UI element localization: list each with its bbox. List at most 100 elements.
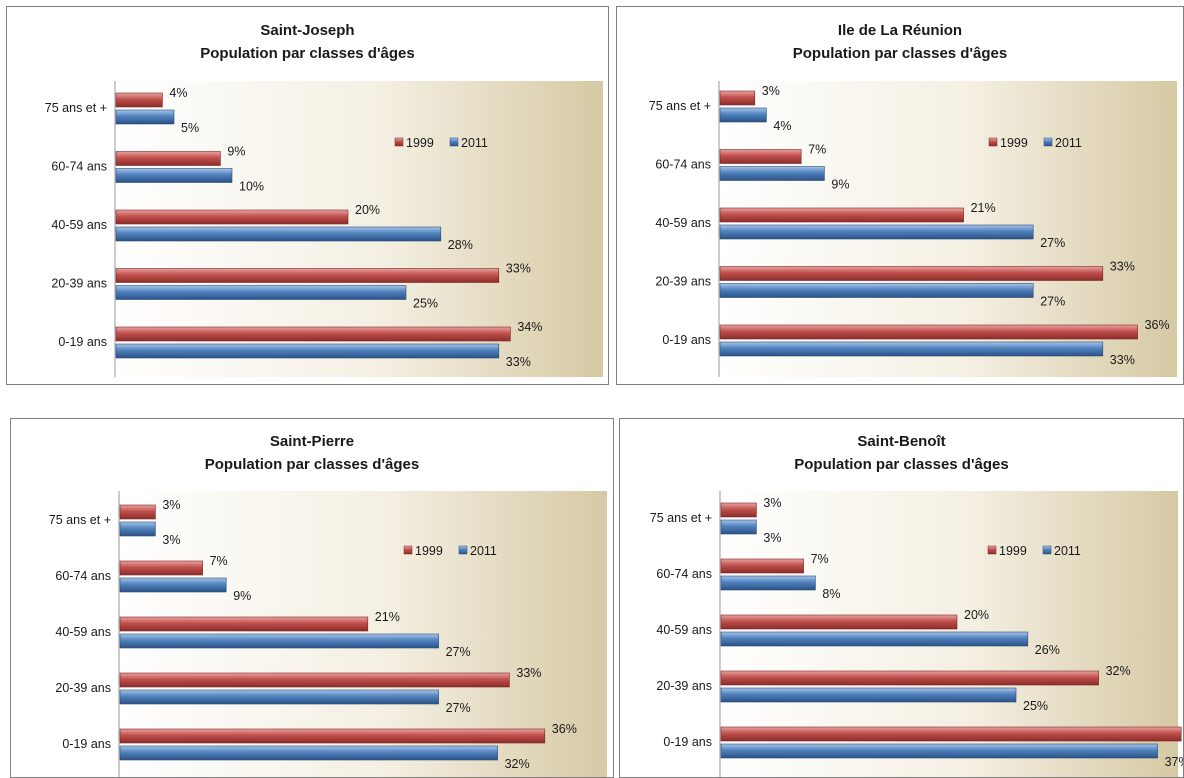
- value-label-1999-60-74-ans: 7%: [811, 552, 829, 566]
- category-label-75-ans-et: 75 ans et +: [49, 513, 111, 527]
- chart-panel-saint-joseph: Saint-Joseph Population par classes d'âge…: [6, 6, 609, 385]
- bar-2011-0-19-ans: [719, 341, 1104, 357]
- value-label-1999-75-ans-et: 3%: [763, 496, 781, 510]
- value-label-1999-20-39-ans: 33%: [516, 666, 541, 680]
- chart-subtitle: Population par classes d'âges: [205, 456, 419, 473]
- category-label-20-39-ans: 20-39 ans: [655, 275, 711, 289]
- value-label-2011-20-39-ans: 25%: [413, 297, 438, 311]
- category-label-60-74-ans: 60-74 ans: [55, 569, 111, 583]
- value-label-1999-20-39-ans: 33%: [1110, 260, 1135, 274]
- category-label-20-39-ans: 20-39 ans: [51, 277, 107, 291]
- chart-svg: Saint-Joseph Population par classes d'âge…: [45, 22, 603, 377]
- value-label-1999-75-ans-et: 4%: [169, 86, 187, 100]
- value-label-1999-40-59-ans: 20%: [964, 608, 989, 622]
- legend-swatch-1999: [394, 137, 404, 147]
- bar-1999-20-39-ans: [119, 672, 510, 688]
- category-label-40-59-ans: 40-59 ans: [51, 218, 107, 232]
- category-label-40-59-ans: 40-59 ans: [655, 216, 711, 230]
- bar-1999-40-59-ans: [719, 207, 964, 223]
- chart-panel-saint-pierre: Saint-Pierre Population par classes d'âge…: [10, 418, 614, 778]
- value-label-1999-60-74-ans: 7%: [210, 554, 228, 568]
- legend-swatch-2011: [1043, 137, 1053, 147]
- category-label-40-59-ans: 40-59 ans: [656, 623, 712, 637]
- category-label-0-19-ans: 0-19 ans: [62, 737, 111, 751]
- bar-1999-60-74-ans: [719, 149, 802, 164]
- category-label-60-74-ans: 60-74 ans: [655, 158, 711, 172]
- category-label-60-74-ans: 60-74 ans: [51, 160, 107, 174]
- value-label-2011-40-59-ans: 26%: [1035, 643, 1060, 657]
- value-label-2011-75-ans-et: 5%: [181, 121, 199, 135]
- bar-1999-40-59-ans: [720, 614, 958, 630]
- bar-1999-0-19-ans: [115, 326, 511, 342]
- chart-subtitle: Population par classes d'âges: [200, 45, 414, 62]
- bar-2011-0-19-ans: [720, 743, 1158, 759]
- bar-2011-75-ans-et: [119, 521, 156, 537]
- category-label-75-ans-et: 75 ans et +: [649, 99, 711, 113]
- chart-svg: Ile de La Réunion Population par classes …: [649, 22, 1177, 377]
- chart-subtitle: Population par classes d'âges: [794, 456, 1008, 473]
- legend-swatch-1999: [988, 137, 998, 147]
- value-label-1999-0-19-ans: 36%: [552, 722, 577, 736]
- bar-2011-0-19-ans: [119, 745, 498, 761]
- bar-2011-75-ans-et: [720, 519, 757, 535]
- category-label-40-59-ans: 40-59 ans: [55, 625, 111, 639]
- legend-swatch-1999: [987, 545, 997, 555]
- value-label-2011-40-59-ans: 27%: [1040, 236, 1065, 250]
- bar-1999-40-59-ans: [115, 209, 349, 225]
- value-label-1999-40-59-ans: 21%: [375, 610, 400, 624]
- bar-1999-75-ans-et: [719, 90, 756, 106]
- chart-panel-saint-benoit: Saint-Benoît Population par classes d'âge…: [619, 418, 1184, 778]
- bar-2011-60-74-ans: [720, 575, 816, 591]
- chart-title: Saint-Benoît: [857, 433, 945, 450]
- value-label-2011-0-19-ans: 33%: [1110, 353, 1135, 367]
- value-label-2011-40-59-ans: 28%: [448, 238, 473, 252]
- value-label-2011-75-ans-et: 3%: [763, 531, 781, 545]
- bar-2011-75-ans-et: [719, 107, 767, 123]
- value-label-1999-0-19-ans: 34%: [517, 320, 542, 334]
- value-label-2011-20-39-ans: 25%: [1023, 699, 1048, 713]
- category-label-20-39-ans: 20-39 ans: [656, 679, 712, 693]
- bar-1999-40-59-ans: [119, 616, 369, 632]
- value-label-1999-75-ans-et: 3%: [162, 498, 180, 512]
- value-label-2011-75-ans-et: 4%: [773, 119, 791, 133]
- legend-label-1999: 1999: [415, 544, 443, 558]
- bar-1999-20-39-ans: [720, 670, 1099, 686]
- bar-1999-75-ans-et: [720, 502, 757, 518]
- value-label-1999-75-ans-et: 3%: [762, 84, 780, 98]
- category-label-0-19-ans: 0-19 ans: [662, 333, 711, 347]
- value-label-2011-0-19-ans: 33%: [506, 355, 531, 369]
- value-label-2011-60-74-ans: 8%: [822, 587, 840, 601]
- value-label-2011-0-19-ans: 37%: [1165, 755, 1183, 769]
- value-label-2011-20-39-ans: 27%: [446, 701, 471, 715]
- category-label-0-19-ans: 0-19 ans: [58, 335, 107, 349]
- category-label-75-ans-et: 75 ans et +: [45, 101, 107, 115]
- bar-2011-20-39-ans: [719, 283, 1034, 298]
- bar-1999-20-39-ans: [115, 268, 500, 283]
- value-label-1999-20-39-ans: 33%: [506, 262, 531, 276]
- value-label-1999-40-59-ans: 20%: [355, 203, 380, 217]
- legend-label-2011: 2011: [1055, 136, 1082, 150]
- bar-1999-75-ans-et: [115, 92, 163, 108]
- category-label-20-39-ans: 20-39 ans: [55, 681, 111, 695]
- value-label-2011-60-74-ans: 10%: [239, 180, 264, 194]
- bar-2011-20-39-ans: [720, 687, 1017, 703]
- category-label-0-19-ans: 0-19 ans: [663, 735, 712, 749]
- chart-panel-ile-de-la-reunion: Ile de La Réunion Population par classes …: [616, 6, 1184, 385]
- bar-2011-40-59-ans: [720, 631, 1029, 647]
- bar-2011-75-ans-et: [115, 109, 175, 125]
- bar-1999-60-74-ans: [720, 558, 804, 574]
- legend-label-1999: 1999: [406, 136, 434, 150]
- legend-label-1999: 1999: [999, 544, 1027, 558]
- bar-2011-0-19-ans: [115, 343, 500, 359]
- value-label-1999-40-59-ans: 21%: [971, 201, 996, 215]
- value-label-2011-20-39-ans: 27%: [1040, 295, 1065, 309]
- legend-label-1999: 1999: [1000, 136, 1028, 150]
- bar-2011-20-39-ans: [115, 285, 407, 300]
- value-label-2011-60-74-ans: 9%: [831, 178, 849, 192]
- bar-1999-0-19-ans: [720, 726, 1182, 742]
- bar-2011-60-74-ans: [115, 168, 233, 183]
- legend-swatch-2011: [449, 137, 459, 147]
- legend-label-2011: 2011: [470, 544, 497, 558]
- value-label-2011-40-59-ans: 27%: [446, 645, 471, 659]
- chart-subtitle: Population par classes d'âges: [793, 45, 1007, 62]
